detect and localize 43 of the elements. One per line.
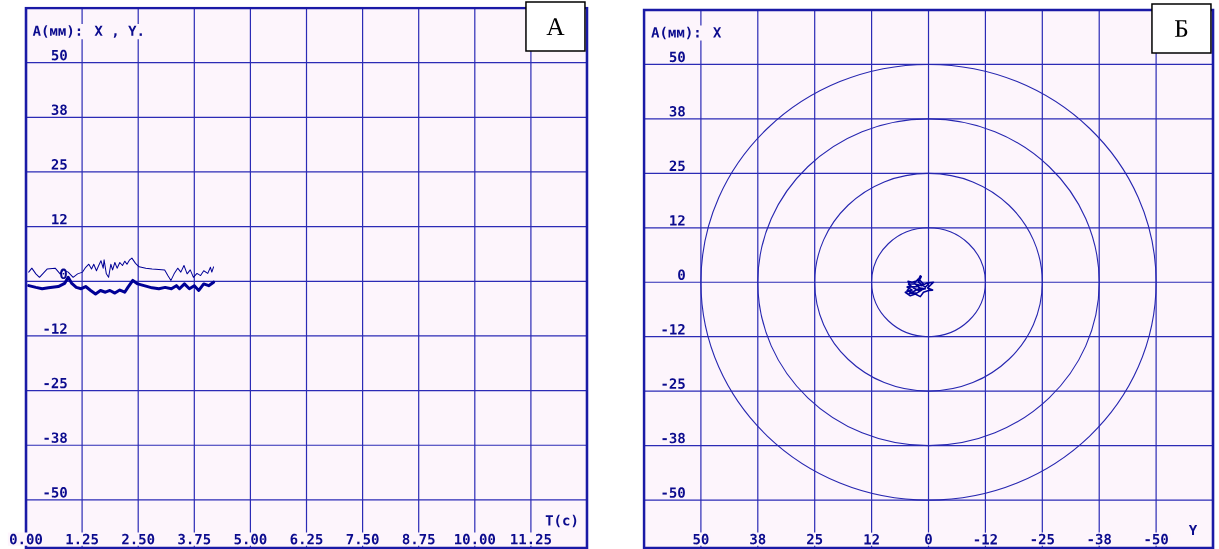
y-tick-label: 12 <box>670 215 685 226</box>
y-tick-label: -12 <box>44 323 67 334</box>
x-tick-label: 1.25 <box>66 533 98 545</box>
y-tick-label: 38 <box>669 106 685 117</box>
x-tick-label: -38 <box>1088 533 1111 545</box>
x-tick-label: 25 <box>807 533 823 545</box>
x-axis-title: T(с) <box>545 514 577 528</box>
y-tick-label: 0 <box>60 268 67 279</box>
x-axis-title: Y <box>1188 524 1198 536</box>
x-tick-label: 5.00 <box>234 533 267 545</box>
x-tick-label: 8.75 <box>402 533 435 545</box>
y-tick-label: 12 <box>52 213 67 225</box>
y-tick-label: -25 <box>662 378 685 389</box>
y-axis-title: A(мм): X , Y. <box>32 25 142 38</box>
y-tick-label: -12 <box>662 324 685 335</box>
x-tick-label: 7.50 <box>346 533 379 545</box>
x-tick-label: 12 <box>864 534 879 545</box>
y-axis-title: A(мм): X <box>651 26 722 40</box>
y-tick-label: -50 <box>44 487 67 498</box>
y-tick-label: 25 <box>51 159 67 170</box>
x-tick-label: 50 <box>693 533 709 545</box>
y-tick-label: -38 <box>44 432 67 443</box>
x-tick-label: 10.00 <box>455 533 496 545</box>
y-tick-label: 25 <box>669 160 685 172</box>
y-tick-label: 50 <box>51 49 67 61</box>
y-tick-label: -50 <box>662 487 685 498</box>
x-tick-label: 3.75 <box>178 533 211 545</box>
chart-title: А <box>546 18 565 35</box>
x-tick-label: 6.25 <box>290 533 323 545</box>
y-tick-label: -25 <box>44 377 67 389</box>
x-tick-label: 2.50 <box>122 533 155 545</box>
x-tick-label: -12 <box>974 534 997 545</box>
x-tick-label: -50 <box>1145 533 1168 545</box>
y-tick-label: -38 <box>662 432 685 444</box>
x-tick-label: 0 <box>925 533 932 545</box>
x-tick-label: 11.25 <box>511 533 552 545</box>
x-tick-label: 38 <box>750 533 766 545</box>
chart-title: Б <box>1174 20 1188 37</box>
x-tick-label: -25 <box>1031 533 1054 545</box>
y-tick-label: 0 <box>678 269 685 280</box>
y-tick-label: 38 <box>51 104 67 116</box>
y-tick-label: 50 <box>669 51 685 63</box>
x-tick-label: 0.00 <box>9 533 43 545</box>
